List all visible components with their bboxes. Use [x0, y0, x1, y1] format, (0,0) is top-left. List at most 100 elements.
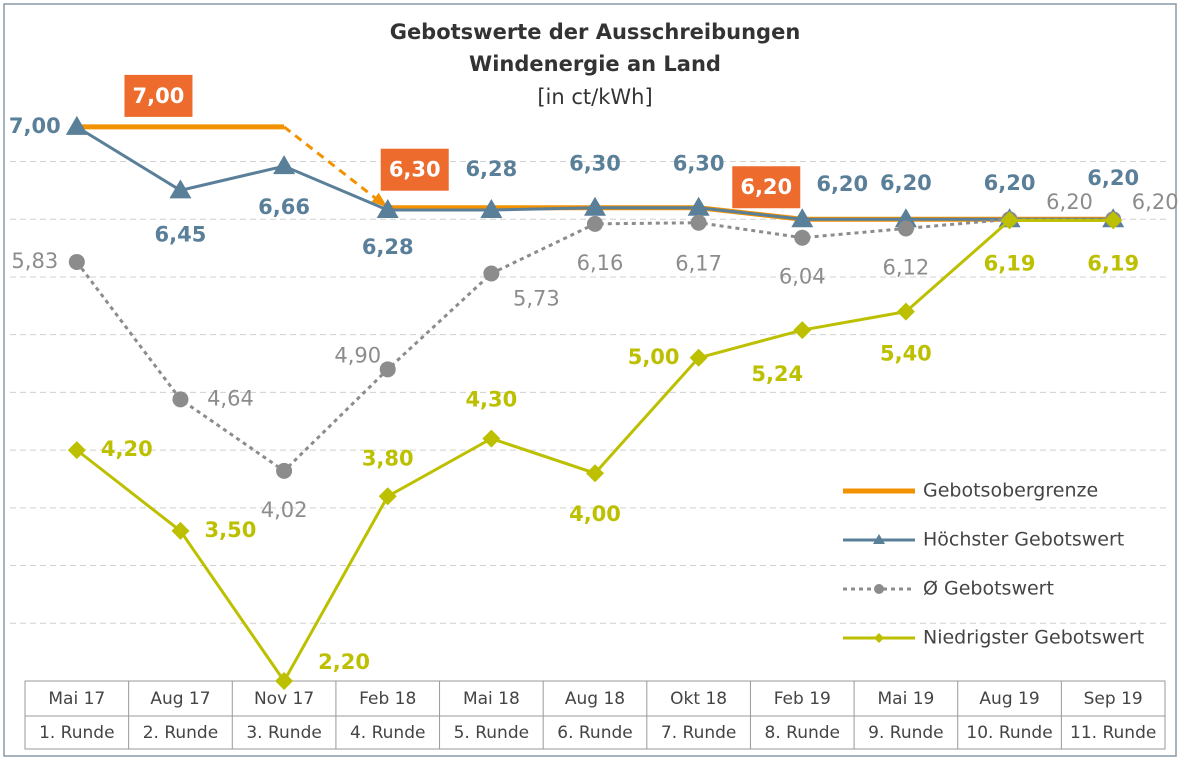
data-label: 3,80	[362, 446, 414, 470]
x-tick-label: 10. Runde	[966, 723, 1052, 743]
chart-subtitle: [in ct/kWh]	[537, 85, 652, 109]
x-tick-label: Mai 19	[877, 689, 934, 709]
data-label: 6,20	[1132, 190, 1179, 214]
x-tick-label: Okt 18	[670, 689, 727, 709]
legend-label: Gebotsobergrenze	[923, 480, 1098, 502]
data-label: 6,17	[675, 252, 722, 276]
data-label: 6,45	[155, 222, 207, 246]
data-label: 5,40	[880, 342, 932, 366]
data-label: 6,20	[1087, 166, 1139, 190]
marker	[171, 521, 190, 540]
data-label: 6,16	[577, 251, 624, 275]
data-label: 7,00	[133, 84, 185, 108]
marker	[587, 215, 603, 232]
marker	[273, 155, 296, 175]
marker	[793, 321, 812, 340]
marker	[172, 391, 189, 408]
marker	[483, 265, 500, 282]
data-label: 6,30	[389, 158, 441, 182]
x-tick-label: 8. Runde	[765, 723, 840, 743]
x-tick-label: Sep 19	[1084, 689, 1143, 709]
x-tick-label: Nov 17	[254, 689, 314, 709]
marker	[894, 208, 917, 228]
label-box	[732, 166, 801, 209]
legend-marker	[873, 534, 885, 544]
marker	[482, 429, 501, 448]
data-label: 6,28	[362, 235, 414, 259]
legend-label: Ø Gebotswert	[923, 578, 1054, 600]
data-label: 6,20	[1046, 190, 1093, 214]
data-label: 4,20	[101, 437, 153, 461]
data-label: 4,02	[261, 498, 308, 522]
label-box	[380, 148, 449, 191]
marker	[690, 214, 707, 231]
x-tick-label: 9. Runde	[868, 723, 943, 743]
data-label: 6,28	[465, 157, 517, 181]
marker	[794, 229, 811, 246]
x-tick-label: Feb 18	[359, 689, 416, 709]
x-tick-label: Mai 18	[463, 689, 520, 709]
marker	[1104, 211, 1123, 230]
data-label: 4,90	[334, 343, 381, 367]
data-label: 6,19	[1087, 251, 1139, 275]
data-label: 3,50	[205, 518, 257, 542]
marker	[169, 179, 192, 199]
marker	[68, 253, 85, 270]
marker	[276, 462, 293, 479]
data-label: 7,00	[9, 114, 61, 138]
x-tick-label: 11. Runde	[1070, 723, 1156, 743]
data-label: 6,20	[984, 171, 1036, 195]
data-label: 5,83	[11, 249, 58, 273]
x-tick-label: 1. Runde	[39, 723, 114, 743]
label-box	[124, 74, 193, 117]
marker	[791, 208, 814, 228]
marker	[687, 196, 710, 216]
line-dashed	[283, 125, 389, 209]
data-label: 6,20	[740, 175, 792, 199]
x-tick-label: Aug 19	[979, 689, 1039, 709]
data-label: 6,04	[779, 265, 826, 289]
x-tick-label: 2. Runde	[143, 723, 218, 743]
marker	[67, 441, 86, 460]
data-label: 6,30	[569, 152, 621, 176]
x-tick-label: Mai 17	[48, 689, 105, 709]
marker	[376, 199, 399, 219]
marker	[896, 302, 915, 321]
data-label: 6,19	[984, 251, 1036, 275]
chart-title: Windenergie an Land	[469, 52, 721, 76]
data-label: 6,66	[258, 195, 310, 219]
marker	[897, 220, 914, 237]
data-label: 5,73	[513, 287, 560, 311]
x-tick-label: 7. Runde	[661, 723, 736, 743]
marker	[378, 487, 397, 506]
x-tick-label: Feb 19	[774, 689, 831, 709]
x-tick-label: 5. Runde	[454, 723, 529, 743]
legend-marker	[874, 633, 884, 643]
marker	[65, 115, 88, 135]
arrowhead	[371, 192, 388, 208]
data-label: 4,30	[465, 388, 517, 412]
category-table	[24, 680, 1166, 750]
data-label: 2,20	[318, 650, 370, 674]
data-label: 6,30	[673, 152, 725, 176]
data-label: 6,12	[883, 255, 930, 279]
marker	[584, 196, 606, 216]
x-tick-label: 3. Runde	[246, 723, 321, 743]
x-tick-label: 4. Runde	[350, 723, 425, 743]
x-tick-label: Aug 17	[150, 689, 210, 709]
marker	[275, 672, 294, 690]
data-label: 5,00	[628, 345, 680, 369]
data-label: 5,24	[751, 362, 803, 386]
data-label: 6,20	[816, 172, 868, 196]
legend-label: Niedrigster Gebotswert	[923, 627, 1144, 649]
data-label: 4,00	[569, 502, 621, 526]
marker	[1000, 211, 1019, 230]
marker	[586, 464, 604, 483]
marker	[689, 348, 708, 367]
data-label: 4,64	[207, 386, 254, 410]
x-tick-label: 6. Runde	[557, 723, 632, 743]
x-tick-label: Aug 18	[565, 689, 625, 709]
marker	[379, 361, 396, 378]
chart-title: Gebotswerte der Ausschreibungen	[390, 20, 801, 44]
